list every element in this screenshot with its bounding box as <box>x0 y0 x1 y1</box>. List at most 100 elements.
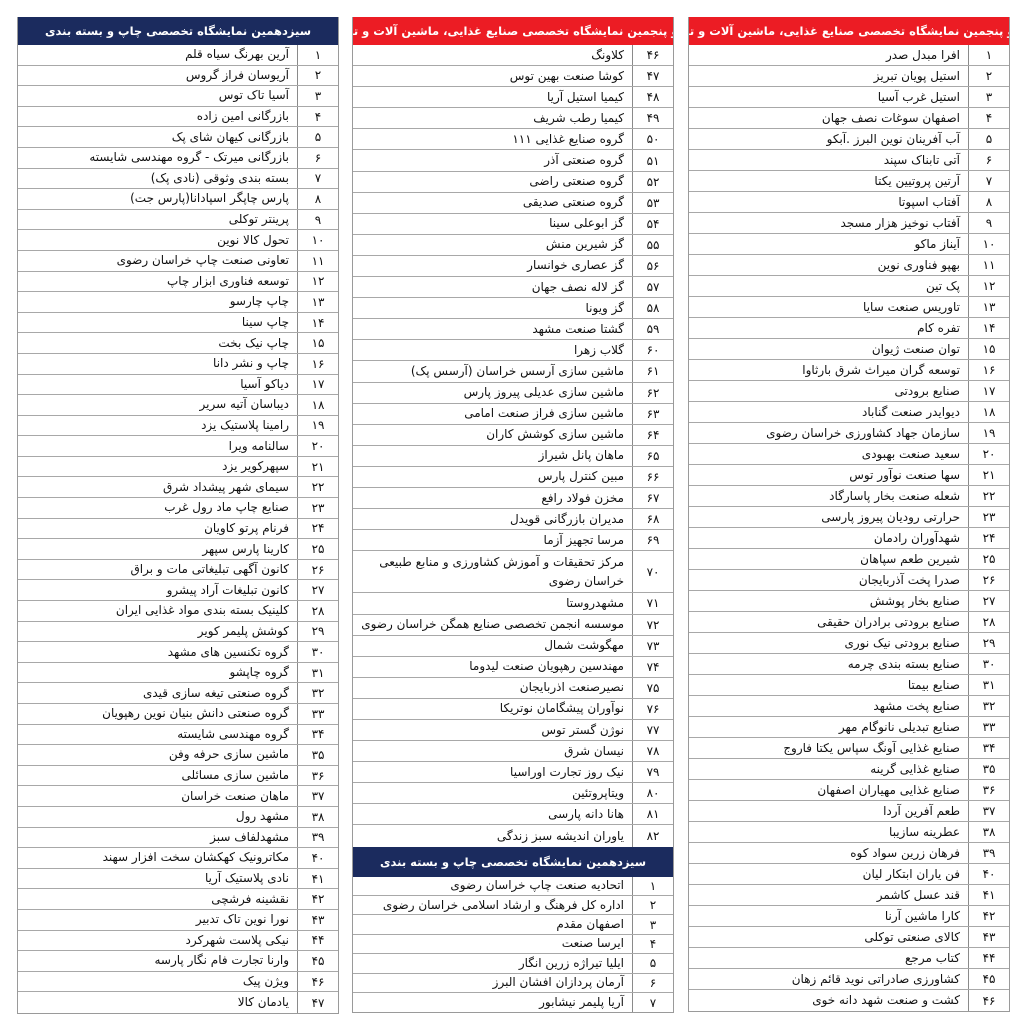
exhibitor-name: کشاورزی صادراتی نوید قائم زهان <box>791 971 960 986</box>
table-row: ۱۸ دیوایدر صنعت گناباد <box>689 402 1009 423</box>
row-number: ۲۶ <box>297 559 338 580</box>
row-number: ۶۹ <box>632 530 673 551</box>
exhibitor-name: ویژن پیک <box>242 974 289 989</box>
row-number: ۲۳ <box>968 507 1009 527</box>
table-row: ۳۷ ماهان صنعت خراسان <box>18 786 338 807</box>
table-row: ۳۶ صنایع غذایی مهیاران اصفهان <box>689 780 1009 801</box>
row-number: ۵ <box>968 129 1009 149</box>
table-row: ۲۱ سها صنعت نوآور توس <box>689 465 1009 486</box>
row-number: ۱۵ <box>968 339 1009 359</box>
row-number: ۳۹ <box>297 827 338 848</box>
table-row: ۷۱ مشهدروستا <box>353 593 673 615</box>
exhibitor-name: سیمای شهر پیشداد شرق <box>163 479 289 494</box>
print-exhibition-header: سیزدهمین نمایشگاه تخصصی چاپ و بسته بندی <box>18 17 338 45</box>
exhibitor-name: موسسه انجمن تخصصی صنایع همگن خراسان رضوی <box>361 617 624 632</box>
table-row: ۱۱ تعاونی صنعت چاپ خراسان رضوی <box>18 250 338 272</box>
row-number: ۸ <box>297 189 338 209</box>
table-row: ۹ پرینتر توکلی <box>18 209 338 231</box>
exhibitor-name: چاپ و نشر دانا <box>213 356 289 371</box>
exhibitor-name: مرسا تجهیز آزما <box>543 532 624 547</box>
exhibitor-name: صنایع بسته بندی چرمه <box>847 656 960 671</box>
table-row: ۶ بازرگانی میرتک - گروه مهندسی شایسته <box>18 147 338 169</box>
table-row: ۴۹ کیمیا رطب شریف <box>353 108 673 130</box>
table-row: ۳۰ صنایع بسته بندی چرمه <box>689 654 1009 675</box>
exhibitor-name: کلاونگ <box>591 47 624 62</box>
row-number: ۳۲ <box>968 696 1009 716</box>
exhibitor-name: بازرگانی کیهان شای پک <box>171 129 289 144</box>
table-row: ۷۶ نوآوران پیشگامان نوتریکا <box>353 698 673 720</box>
exhibitor-name: آریا پلیمر نیشابور <box>539 995 624 1010</box>
row-number: ۴۹ <box>632 108 673 129</box>
exhibitor-name: نوژن گستر توس <box>541 722 624 737</box>
table-row: ۱۶ توسعه گران میراث شرق بارثاوا <box>689 360 1009 381</box>
row-number: ۷۹ <box>632 762 673 783</box>
exhibitor-name: دیباسان آتیه سریر <box>199 397 289 412</box>
row-number: ۹ <box>968 213 1009 233</box>
exhibitor-name: یاوران اندیشه سبز زندگی <box>496 828 624 843</box>
exhibitor-name: بهپو فناوری نوین <box>877 257 960 272</box>
row-number: ۵۴ <box>632 213 673 234</box>
table-row: ۱۴ تفره کام <box>689 318 1009 339</box>
row-number: ۱۷ <box>297 374 338 395</box>
exhibitor-name: کانون تبلیغات آراد پیشرو <box>166 582 289 597</box>
exhibitor-name: تفره کام <box>917 320 960 335</box>
row-number: ۱۶ <box>297 353 338 374</box>
row-number: ۳۳ <box>968 717 1009 737</box>
table-row: ۵۲ گروه صنعتی راضی <box>353 171 673 193</box>
food-exhibition-table-part1: بیست و پنجمین نمایشگاه تخصصی صنایع غذایی… <box>688 17 1010 1012</box>
row-number: ۶ <box>968 150 1009 170</box>
row-number: ۲۷ <box>968 591 1009 611</box>
exhibitor-list: ۱ آرین بهرنگ سیاه قلم ۲ آریوسان فراز گروس ۳ آ… <box>18 45 338 1013</box>
exhibitor-name: افرا مبدل صدر <box>885 47 960 62</box>
row-number: ۲۹ <box>297 621 338 642</box>
table-row: ۳۹ مشهدلفاف سبز <box>18 827 338 849</box>
row-number: ۵۳ <box>632 192 673 213</box>
row-number: ۶۶ <box>632 466 673 487</box>
row-number: ۲۴ <box>297 518 338 539</box>
table-row: ۲ آریوسان فراز گروس <box>18 65 338 87</box>
table-row: ۵۳ گروه صنعتی صدیقی <box>353 192 673 214</box>
exhibitor-name: عطرینه سازیبا <box>889 824 960 839</box>
exhibitor-name: گز لاله نصف جهان <box>531 279 624 294</box>
exhibitor-name: آفتاب اسپوتا <box>898 194 960 209</box>
exhibitor-name: مدیران بازرگانی قویدل <box>509 511 624 526</box>
exhibitor-name: صنایع تبدیلی نانوگام مهر <box>838 719 960 734</box>
exhibitor-name: صنایع برودتی برادران حقیقی <box>817 614 960 629</box>
row-number: ۳۵ <box>968 759 1009 779</box>
exhibitor-name: مکاترونیک کهکشان سخت افزار سهند <box>102 850 289 865</box>
exhibitor-name: گروه صنعتی راضی <box>529 174 624 189</box>
row-number: ۱۲ <box>297 271 338 292</box>
exhibitor-name: پارس چاپگر اسپادانا(پارس جت) <box>130 191 289 206</box>
row-number: ۲۷ <box>297 580 338 601</box>
table-row: ۱۹ رامینا پلاستیک یزد <box>18 415 338 437</box>
row-number: ۱ <box>968 45 1009 65</box>
exhibitor-name: گلاب زهرا <box>573 342 624 357</box>
exhibitor-name: تعاونی صنعت چاپ خراسان رضوی <box>116 253 289 268</box>
exhibitor-name: گروه تکنسین های مشهد <box>167 644 289 659</box>
row-number: ۲۰ <box>297 436 338 456</box>
table-row: ۲۳ صنایع چاپ ماد رول غرب <box>18 498 338 519</box>
print-exhibition-table: سیزدهمین نمایشگاه تخصصی چاپ و بسته بندی … <box>17 17 339 1014</box>
exhibitor-name: کالای صنعتی توکلی <box>864 929 960 944</box>
exhibitor-name: نیسان شرق <box>564 743 624 758</box>
table-row: ۱۷ صنایع برودتی <box>689 381 1009 402</box>
exhibitor-name: ایلیا تیراژه زرین انگار <box>518 955 624 970</box>
row-number: ۲۶ <box>968 570 1009 590</box>
row-number: ۷۴ <box>632 656 673 677</box>
row-number: ۳۳ <box>297 704 338 724</box>
row-number: ۴۴ <box>968 948 1009 968</box>
exhibitor-name: اتحادیه صنعت چاپ خراسان رضوی <box>450 878 624 893</box>
exhibitor-name: صنایع غذایی مهیاران اصفهان <box>817 782 960 797</box>
row-number: ۴۶ <box>297 971 338 992</box>
table-row: ۱۱ بهپو فناوری نوین <box>689 255 1009 276</box>
table-row: ۲۵ کارینا پارس سپهر <box>18 539 338 560</box>
exhibitor-name: چاپ سینا <box>241 315 289 330</box>
exhibitor-name: قند عسل کاشمر <box>876 887 960 902</box>
row-number: ۳۹ <box>968 843 1009 863</box>
exhibitor-name: صنایع برودتی <box>894 383 960 398</box>
row-number: ۱۹ <box>968 423 1009 443</box>
exhibitor-name: ماشین سازی مسائلی <box>181 768 289 783</box>
exhibitor-name: گروه صنعتی تیغه سازی قیدی <box>142 685 289 700</box>
table-row: ۷۷ نوژن گستر توس <box>353 720 673 742</box>
row-number: ۴۲ <box>968 906 1009 926</box>
